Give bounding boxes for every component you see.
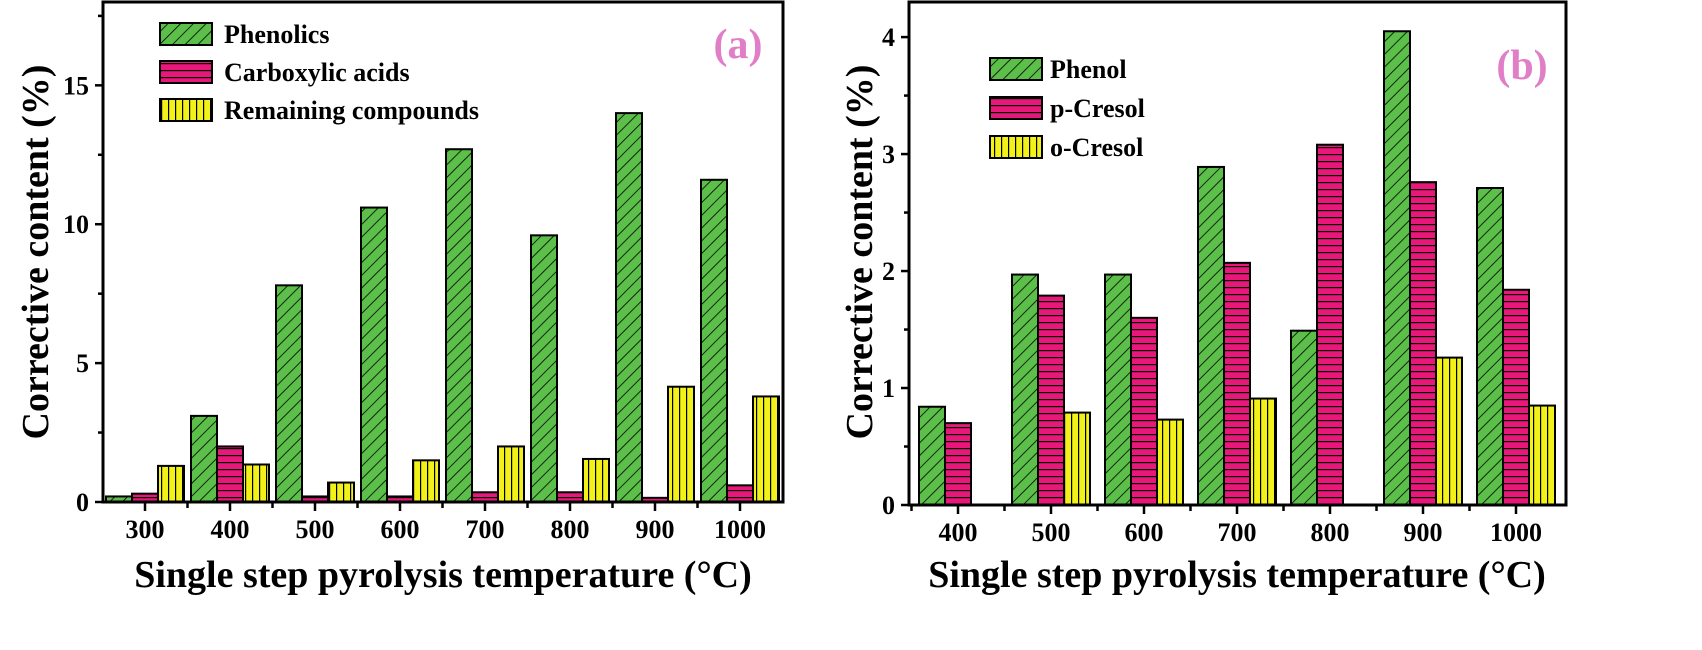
bar-a-phenolics-500 <box>275 284 303 504</box>
y-tick-label: 1 <box>882 374 895 403</box>
bar-b-phenol-800 <box>1290 329 1318 506</box>
bar-b-o-cresol-1000 <box>1528 404 1556 506</box>
x-ticks-a: 300 400 500 600 700 800 900 1000 <box>126 502 766 544</box>
y-axis-title-a: Corrective content (%) <box>15 65 57 440</box>
legend-b: Phenol p-Cresol o-Cresol <box>989 55 1145 162</box>
x-tick-label: 900 <box>636 515 675 544</box>
bar-b-phenol-500 <box>1011 273 1039 506</box>
bar-a-remaining-compounds-800 <box>582 457 610 504</box>
panel-label-b: (b) <box>1496 43 1547 89</box>
legend-swatch-remaining-compounds <box>159 98 213 122</box>
x-tick-label: 600 <box>1125 518 1164 547</box>
legend-label-carboxylic-acids: Carboxylic acids <box>224 58 410 87</box>
bar-b-o-cresol-900 <box>1435 356 1463 507</box>
bar-a-phenolics-700 <box>445 148 473 503</box>
x-tick-label: 1000 <box>1490 518 1542 547</box>
x-tick-label: 900 <box>1404 518 1443 547</box>
x-axis-title-a: Single step pyrolysis temperature (°C) <box>134 554 752 596</box>
bar-b-p-cresol-500 <box>1037 294 1065 506</box>
legend-swatch-carboxylic-acids <box>159 60 213 84</box>
legend-a: Phenolics Carboxylic acids Remaining compo… <box>159 20 479 125</box>
y-tick-label: 0 <box>76 488 89 517</box>
bar-a-phenolics-400 <box>190 414 218 503</box>
x-tick-label: 600 <box>381 515 420 544</box>
x-tick-label: 700 <box>1218 518 1257 547</box>
y-tick-label: 2 <box>882 257 895 286</box>
bar-b-phenol-700 <box>1197 165 1225 507</box>
x-tick-label: 400 <box>211 515 250 544</box>
x-ticks-b: 400 500 600 700 800 900 1000 <box>910 505 1542 547</box>
bar-a-carboxylic-acids-400 <box>216 445 244 504</box>
panel-label-a: (a) <box>714 22 763 68</box>
x-tick-label: 800 <box>551 515 590 544</box>
bar-a-remaining-compounds-500 <box>327 481 355 503</box>
bar-a-remaining-compounds-400 <box>242 463 270 503</box>
bar-b-phenol-600 <box>1104 273 1132 506</box>
y-ticks-b: 0 1 2 3 4 <box>882 23 909 520</box>
legend-swatch-phenolics <box>159 22 213 46</box>
x-tick-label: 400 <box>939 518 978 547</box>
x-tick-label: 500 <box>1032 518 1071 547</box>
x-tick-label: 700 <box>466 515 505 544</box>
bar-a-phenolics-800 <box>530 234 558 503</box>
bars-group-b <box>918 30 1556 507</box>
y-tick-label: 3 <box>882 140 895 169</box>
legend-swatch-p-cresol <box>989 96 1043 120</box>
legend-label-remaining-compounds: Remaining compounds <box>224 96 479 125</box>
chart-panel-a: 0 5 10 15 300 400 500 600 700 800 900 1000 Phenoli… <box>15 0 785 596</box>
bar-b-phenol-900 <box>1383 30 1411 507</box>
legend-label-p-cresol: p-Cresol <box>1050 94 1145 123</box>
bar-a-remaining-compounds-300 <box>157 464 185 503</box>
bar-b-phenol-1000 <box>1476 186 1504 507</box>
bar-b-p-cresol-800 <box>1316 143 1344 506</box>
bar-b-p-cresol-900 <box>1409 181 1437 506</box>
bar-b-p-cresol-600 <box>1130 316 1158 507</box>
y-tick-label: 15 <box>63 71 89 100</box>
bar-a-phenolics-1000 <box>700 178 728 503</box>
bar-a-phenolics-600 <box>360 206 388 504</box>
x-tick-label: 1000 <box>714 515 766 544</box>
y-ticks-a: 0 5 10 15 <box>63 14 103 517</box>
bar-a-remaining-compounds-700 <box>497 445 525 504</box>
bar-a-remaining-compounds-900 <box>667 385 695 504</box>
x-tick-label: 800 <box>1311 518 1350 547</box>
legend-swatch-o-cresol <box>989 135 1043 159</box>
bar-a-remaining-compounds-600 <box>412 459 440 504</box>
y-tick-label: 0 <box>882 491 895 520</box>
bar-a-phenolics-900 <box>615 112 643 503</box>
y-tick-label: 5 <box>76 349 89 378</box>
bar-b-o-cresol-700 <box>1249 397 1277 506</box>
bar-b-p-cresol-700 <box>1223 261 1251 507</box>
chart-panel-b: 0 1 2 3 4 400 500 600 700 800 900 1000 Phenol p-Cre… <box>839 0 1568 596</box>
bar-b-o-cresol-600 <box>1156 418 1184 506</box>
bar-b-o-cresol-500 <box>1063 411 1091 507</box>
bar-b-phenol-400 <box>918 405 946 506</box>
bar-a-remaining-compounds-1000 <box>752 395 780 504</box>
y-tick-label: 10 <box>63 210 89 239</box>
x-tick-label: 300 <box>126 515 165 544</box>
bar-a-carboxylic-acids-1000 <box>726 484 754 504</box>
legend-swatch-phenol <box>989 57 1043 81</box>
bar-b-p-cresol-400 <box>944 422 972 506</box>
x-tick-label: 500 <box>296 515 335 544</box>
y-axis-title-b: Corrective content (%) <box>839 65 881 440</box>
legend-label-o-cresol: o-Cresol <box>1050 133 1143 162</box>
legend-label-phenol: Phenol <box>1050 55 1127 84</box>
bar-b-p-cresol-1000 <box>1502 288 1530 506</box>
x-axis-title-b: Single step pyrolysis temperature (°C) <box>928 554 1546 596</box>
legend-label-phenolics: Phenolics <box>224 20 329 49</box>
bars-group-a <box>105 112 780 504</box>
y-tick-label: 4 <box>882 23 895 52</box>
